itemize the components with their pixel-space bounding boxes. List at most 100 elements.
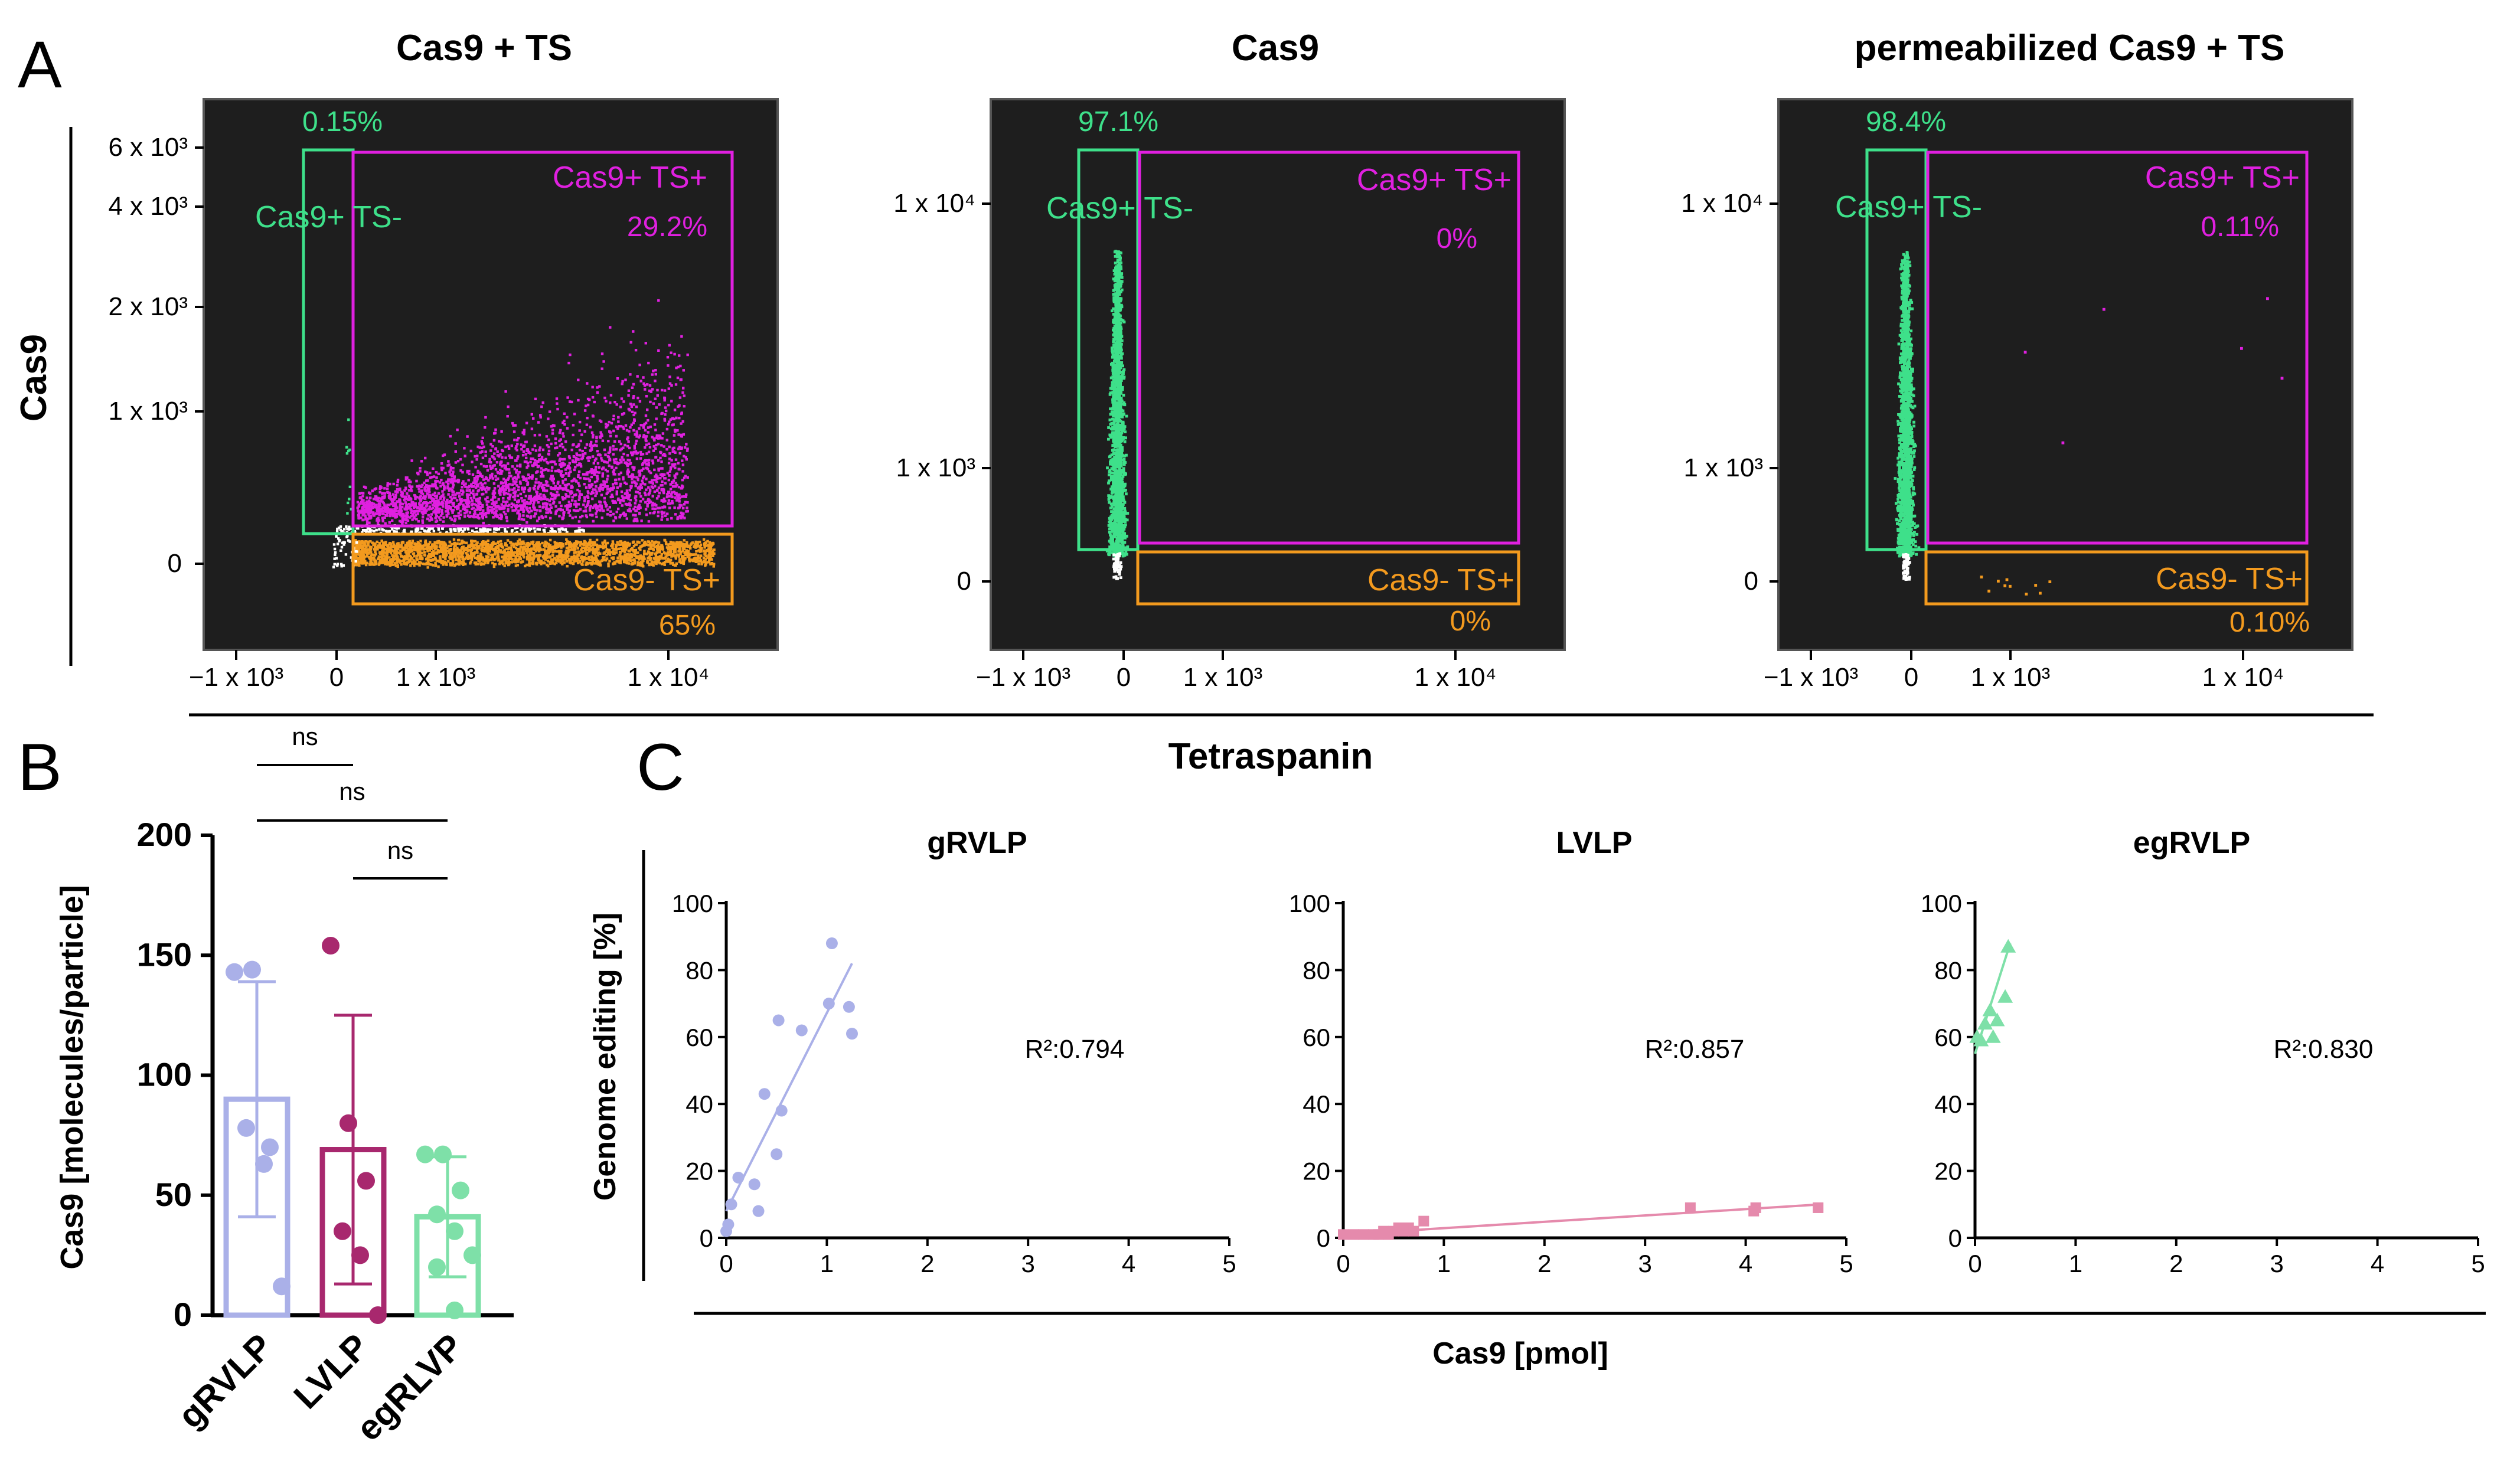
x-tick-label: 2 — [1538, 1250, 1551, 1277]
gate-label-cas9pos-tsneg: Cas9+ TS- — [255, 200, 402, 234]
panel-label-c: C — [636, 730, 684, 804]
gate-cas9neg-tspos — [1136, 550, 1520, 606]
gate-pct-cas9pos-tsneg: 0.15% — [302, 106, 383, 138]
gate-cas9neg-tspos — [1924, 550, 2309, 606]
data-point — [1997, 989, 2013, 1003]
gate-cas9neg-tspos — [351, 532, 734, 606]
gate-label-cas9pos-tsneg: Cas9+ TS- — [1046, 191, 1193, 225]
y-tick-label: 40 — [1934, 1090, 1962, 1118]
x-tick-label: 0 — [719, 1250, 733, 1277]
data-point — [351, 1246, 369, 1264]
data-point — [1750, 1202, 1761, 1213]
events-cas9pos-tsneg — [1894, 251, 1921, 558]
data-point — [825, 937, 838, 950]
y-tick-label: 40 — [685, 1090, 713, 1118]
data-point — [722, 1218, 735, 1231]
y-tick-label: 0 — [1744, 567, 1758, 596]
data-point — [772, 1014, 785, 1027]
data-point — [463, 1246, 481, 1264]
data-point — [226, 963, 243, 981]
data-point — [795, 1024, 808, 1037]
flow-plot-background — [990, 98, 1566, 651]
data-point — [846, 1028, 858, 1040]
data-point — [452, 1181, 469, 1199]
panel-b-y-ticks: 0 50 100 150 200 — [137, 816, 213, 1333]
y-tick-label: 2 x 10³ — [108, 292, 188, 321]
y-tick-label: 0 — [168, 549, 182, 578]
data-point — [1358, 1229, 1369, 1240]
x-tick-label: 1 x 10⁴ — [628, 663, 710, 692]
flow-plot-title: Cas9 — [1232, 28, 1319, 68]
x-tick-label: 1 x 10³ — [1971, 663, 2051, 692]
gate-label-cas9neg-tspos: Cas9- TS+ — [1367, 563, 1514, 597]
gate-pct-cas9pos-tsneg: 98.4% — [1866, 106, 1946, 138]
data-point — [748, 1178, 760, 1191]
y-tick-label: 1 x 10⁴ — [893, 189, 975, 218]
category-label: LVLP — [286, 1326, 377, 1417]
data-point — [732, 1171, 745, 1184]
data-point — [369, 1306, 387, 1324]
panel-b-bars — [223, 936, 481, 1324]
significance-label: ns — [339, 777, 365, 805]
data-point — [428, 1258, 446, 1276]
flow-plot-permeabilized: permeabilized Cas9 + TS Cas9+ TS- 98.4% … — [1681, 28, 2353, 692]
x-tick-label: 4 — [1739, 1250, 1752, 1277]
data-point — [357, 1172, 375, 1190]
data-point — [243, 960, 261, 979]
y-tick-label: 50 — [155, 1176, 192, 1213]
gate-label-cas9pos-tspos: Cas9+ TS+ — [1357, 163, 1512, 197]
data-point — [1338, 1229, 1349, 1240]
y-tick-label: 100 — [1921, 890, 1962, 917]
x-tick-label: −1 x 10³ — [189, 663, 283, 692]
gate-pct-cas9neg-tspos: 0.10% — [2229, 607, 2310, 638]
gate-cas9pos-tspos — [351, 151, 734, 528]
gate-pct-cas9pos-tspos: 0.11% — [2201, 211, 2279, 243]
gate-pct-cas9pos-tsneg: 97.1% — [1078, 106, 1158, 138]
scatter-plot-egRVLP: egRVLP 0 20 40 60 80 100 0 1 2 3 4 5 R²:0.830 — [1921, 826, 2485, 1277]
x-tick-label: 3 — [1638, 1250, 1652, 1277]
panel-a-y-title: Cas9 — [14, 334, 54, 421]
scatter-plot-LVLP: LVLP 0 20 40 60 80 100 0 1 2 3 4 5 R²:0.857 — [1289, 826, 1853, 1277]
y-tick-label: 80 — [1303, 956, 1330, 984]
panel-c-y-title: Genome editing [%] — [588, 913, 622, 1201]
gate-label-cas9neg-tspos: Cas9- TS+ — [2156, 562, 2303, 596]
data-point — [843, 1001, 855, 1013]
x-tick-label: 2 — [2169, 1250, 2183, 1277]
y-tick-label: 1 x 10³ — [1683, 453, 1763, 482]
x-tick-label: 1 x 10⁴ — [1415, 663, 1497, 692]
y-tick-label: 4 x 10³ — [108, 192, 188, 221]
gate-label-cas9neg-tspos: Cas9- TS+ — [573, 563, 720, 597]
data-point — [1813, 1202, 1824, 1213]
data-point — [322, 936, 340, 955]
gate-pct-cas9neg-tspos: 0% — [1450, 606, 1491, 637]
r-squared-label: R²:0.830 — [2274, 1035, 2374, 1064]
data-point — [1348, 1229, 1359, 1240]
x-tick-label: 5 — [1222, 1250, 1236, 1277]
x-tick-label: 5 — [2471, 1250, 2485, 1277]
y-tick-label: 80 — [685, 956, 713, 984]
y-tick-label: 0 — [700, 1224, 713, 1252]
flow-plot-title: permeabilized Cas9 + TS — [1855, 28, 2285, 68]
y-tick-label: 1 x 10³ — [896, 453, 975, 482]
y-tick-label: 60 — [685, 1024, 713, 1051]
r-squared-label: R²:0.794 — [1025, 1035, 1125, 1064]
data-point — [1973, 1032, 1989, 1047]
events-unstained — [1112, 552, 1123, 580]
data-point — [237, 1119, 255, 1137]
gate-cas9pos-tspos — [1138, 151, 1520, 545]
data-point — [416, 1145, 434, 1163]
data-point — [1408, 1225, 1419, 1237]
scatter-plot-gRVLP: gRVLP 0 20 40 60 80 100 0 1 2 3 4 5 R²:0.794 — [672, 826, 1236, 1277]
x-tick-label: −1 x 10³ — [1764, 663, 1858, 692]
y-tick-label: 80 — [1934, 956, 1962, 984]
data-point — [775, 1104, 788, 1117]
panel-a-x-title: Tetraspanin — [1168, 736, 1373, 777]
events-cas9neg-tspos — [1980, 576, 2052, 596]
gate-pct-cas9neg-tspos: 65% — [659, 610, 716, 641]
flow-plot-cas9: Cas9 Cas9+ TS- 97.1% Cas9+ TS+ 0% Cas9- … — [893, 28, 1566, 692]
x-tick-label: 0 — [1904, 663, 1918, 692]
data-point — [2000, 939, 2016, 953]
